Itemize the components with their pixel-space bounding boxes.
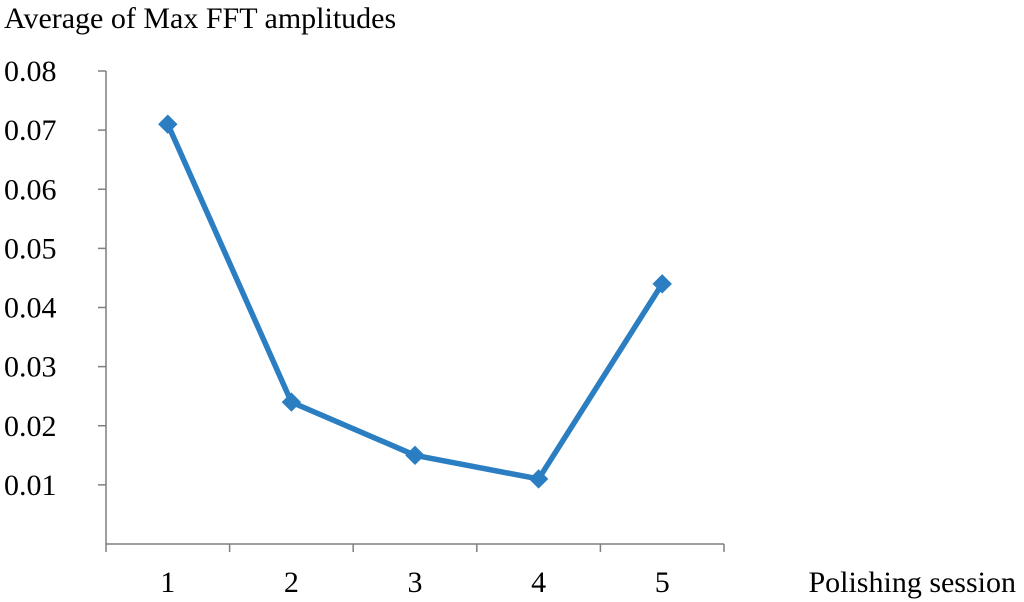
- y-tick-label: 0.02: [4, 410, 57, 443]
- x-axis-title: Polishing session: [808, 566, 1016, 599]
- y-tick-label: 0.04: [4, 292, 57, 325]
- data-point-marker: [281, 392, 302, 412]
- data-point-marker: [528, 469, 549, 489]
- x-tick-label: 4: [531, 566, 546, 599]
- y-tick-label: 0.01: [4, 469, 57, 502]
- data-point-marker: [652, 274, 672, 294]
- y-tick-label: 0.05: [4, 232, 57, 265]
- x-tick-label: 5: [655, 566, 670, 599]
- series-line-group: [158, 114, 672, 489]
- y-tick-label: 0.07: [4, 114, 57, 147]
- y-tick-label: 0.06: [4, 173, 57, 206]
- data-point-marker: [158, 114, 178, 134]
- x-tick-label: 3: [408, 566, 423, 599]
- y-axis: 0.08 0.07 0.06 0.05 0.04 0.03 0.02 0.01: [4, 55, 107, 544]
- y-tick-label: 0.08: [4, 55, 57, 88]
- y-axis-title: Average of Max FFT amplitudes: [4, 2, 396, 35]
- data-point-marker: [405, 445, 425, 466]
- x-axis: 1 2 3 4 5: [105, 543, 725, 599]
- x-tick-label: 1: [160, 566, 175, 599]
- x-tick-label: 2: [284, 566, 299, 599]
- y-tick-label: 0.03: [4, 351, 57, 384]
